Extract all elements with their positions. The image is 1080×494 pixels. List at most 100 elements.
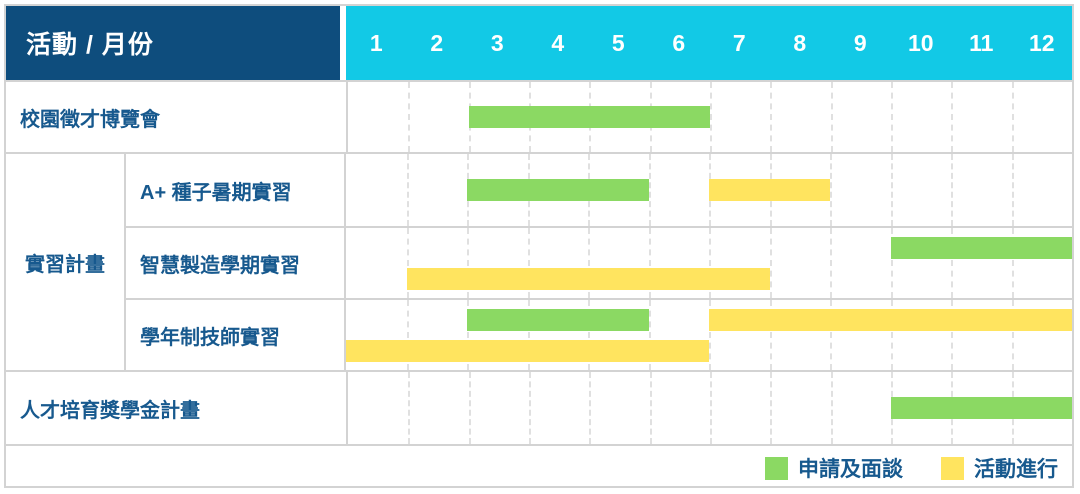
month-gridline (588, 228, 590, 298)
month-gridline (648, 228, 651, 298)
month-gridline (710, 372, 712, 444)
month-label: 12 (1028, 29, 1055, 56)
activity-month-header-cell: 活動 / 月份 (6, 6, 340, 80)
legend-label-apply: 申請及面談 (798, 458, 903, 481)
month-gridline (589, 372, 592, 444)
month-gridline (527, 300, 530, 370)
month-label: 10 (907, 29, 934, 56)
row-label-cell: 人才培育獎學金計畫 (6, 372, 346, 444)
group-label-cell: 實習計畫 (6, 154, 126, 370)
month-gridline (1011, 300, 1014, 370)
month-gridline (830, 228, 832, 298)
legend-item-active: 活動進行 (941, 453, 1058, 483)
month-gridline (1011, 228, 1014, 298)
month-gridline (648, 154, 651, 226)
group-internship-program: 實習計畫 A+ 種子暑期實習 智慧製造學期實習 學年制技 (6, 154, 1072, 372)
month-gridline (1011, 82, 1014, 152)
legend: 申請及面談 活動進行 (6, 446, 1072, 490)
row-label: 人才培育獎學金計畫 (20, 399, 200, 422)
month-gridline (951, 82, 954, 152)
month-gridline (951, 154, 953, 226)
month-gridline (408, 372, 411, 444)
bar-lane (346, 339, 1072, 362)
row-label-cell: 校園徵才博覽會 (6, 82, 346, 152)
month-gridline (890, 154, 893, 226)
month-gridline (770, 372, 773, 444)
month-gridline (529, 372, 531, 444)
apply-swatch-icon (765, 456, 788, 480)
month-gridline (951, 300, 953, 370)
month-gridline (648, 300, 651, 370)
month-gridline (710, 82, 712, 152)
month-gridline (406, 228, 409, 298)
month-gridline (891, 82, 893, 152)
gantt-bar-active (709, 308, 1072, 331)
month-label: 5 (611, 29, 625, 56)
month-gridline (769, 300, 772, 370)
month-gridline (830, 372, 833, 444)
month-label: 4 (551, 29, 565, 56)
month-gridline (467, 300, 469, 370)
row-campus-recruiting-fair: 校園徵才博覽會 (6, 82, 1072, 154)
header-gap (340, 6, 346, 80)
gantt-bar-active (709, 179, 830, 201)
timeline-talent-scholarship-program (346, 372, 1072, 444)
row-academic-year-technician-internship: 學年制技師實習 (126, 298, 1072, 370)
month-label: 1 (369, 29, 383, 56)
table-title: 活動 / 月份 (26, 31, 154, 59)
row-label-cell: 智慧製造學期實習 (126, 228, 344, 298)
legend-item-apply: 申請及面談 (765, 453, 903, 483)
month-gridline (649, 372, 652, 444)
bar-lane (346, 179, 1072, 201)
month-label: 11 (969, 29, 994, 56)
timeline-academic-year-technician-internship (344, 300, 1072, 370)
month-label: 3 (490, 29, 504, 56)
month-label: 8 (793, 29, 807, 56)
month-gridline (830, 154, 832, 226)
legend-label-active: 活動進行 (974, 458, 1058, 481)
gantt-bar-active (346, 339, 709, 362)
month-gridline (467, 228, 469, 298)
month-gridline (830, 300, 832, 370)
row-talent-scholarship-program: 人才培育獎學金計畫 (6, 372, 1072, 446)
table-header-row: 活動 / 月份 1 2 3 4 5 6 7 8 9 10 11 12 (6, 6, 1072, 80)
row-label: 智慧製造學期實習 (140, 254, 300, 277)
bar-lane (346, 308, 1072, 331)
month-gridline (770, 82, 773, 152)
bar-lane (346, 267, 1072, 290)
row-aplus-seed-summer-internship: A+ 種子暑期實習 (126, 154, 1072, 226)
bar-lane (348, 397, 1072, 419)
month-gridline (406, 300, 409, 370)
row-smart-manufacturing-semester-internship: 智慧製造學期實習 (126, 226, 1072, 298)
month-gridline (890, 300, 893, 370)
timeline-smart-manufacturing-semester-internship (344, 228, 1072, 298)
month-gridline (588, 300, 590, 370)
gantt-bar-active (406, 267, 770, 290)
gantt-bar-apply (467, 179, 649, 201)
bar-lane (348, 106, 1072, 128)
month-label: 9 (853, 29, 867, 56)
month-label: 2 (430, 29, 444, 56)
month-gridline (406, 154, 409, 226)
bar-lane (346, 236, 1072, 259)
month-gridline (408, 82, 411, 152)
active-swatch-icon (941, 456, 964, 480)
gantt-bar-apply (891, 397, 1072, 419)
month-gridline (769, 228, 772, 298)
gantt-bar-apply (890, 236, 1072, 259)
group-subrows: A+ 種子暑期實習 智慧製造學期實習 學年制技師實習 (126, 154, 1072, 370)
gantt-bar-apply (467, 308, 649, 331)
month-gridline (890, 228, 893, 298)
timeline-aplus-seed-summer-internship (344, 154, 1072, 226)
month-axis: 1 2 3 4 5 6 7 8 9 10 11 12 (346, 6, 1072, 80)
month-gridline (527, 228, 530, 298)
month-label: 6 (672, 29, 686, 56)
gantt-body: 校園徵才博覽會 實習計畫 A+ 種子暑期實習 智慧製造學期實習 (6, 80, 1072, 490)
row-label-cell: 學年制技師實習 (126, 300, 344, 370)
month-gridline (468, 372, 471, 444)
group-label: 實習計畫 (25, 253, 105, 276)
row-label-cell: A+ 種子暑期實習 (126, 154, 344, 226)
month-gridline (709, 228, 711, 298)
month-gridline (951, 228, 953, 298)
gantt-chart: 活動 / 月份 1 2 3 4 5 6 7 8 9 10 11 12 校園徵才博覽會 實習計畫 A+ … (4, 4, 1074, 488)
